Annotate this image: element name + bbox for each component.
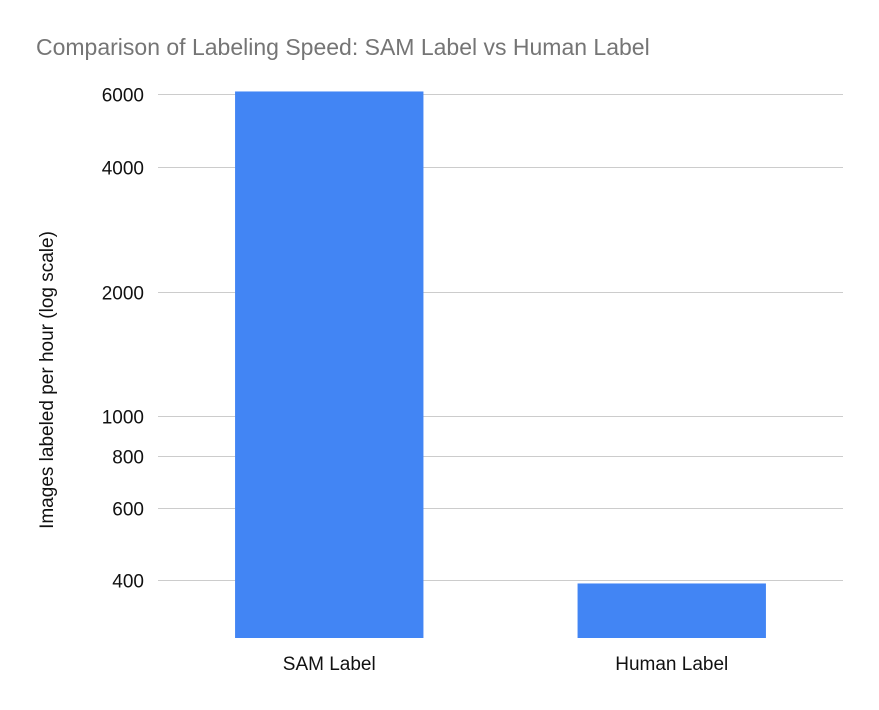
x-axis-categories: SAM Label Human Label bbox=[283, 654, 728, 675]
y-tick-label: 400 bbox=[112, 572, 144, 593]
y-axis-title: Images labeled per hour (log scale) bbox=[37, 231, 58, 529]
y-tick-label: 4000 bbox=[102, 159, 144, 180]
y-tick-label: 600 bbox=[112, 500, 144, 521]
y-tick-label: 6000 bbox=[102, 86, 144, 107]
bar-sam-label bbox=[235, 91, 424, 638]
y-tick-label: 800 bbox=[112, 448, 144, 469]
x-category-label: SAM Label bbox=[283, 654, 376, 675]
y-tick-label: 2000 bbox=[102, 284, 144, 305]
y-tick-label: 1000 bbox=[102, 408, 144, 429]
x-category-label: Human Label bbox=[615, 654, 728, 675]
bars bbox=[235, 91, 766, 638]
chart-title: Comparison of Labeling Speed: SAM Label … bbox=[36, 34, 650, 60]
bar-human-label bbox=[577, 583, 766, 638]
y-axis-ticks: 400 600 800 1000 2000 4000 6000 bbox=[102, 86, 144, 593]
